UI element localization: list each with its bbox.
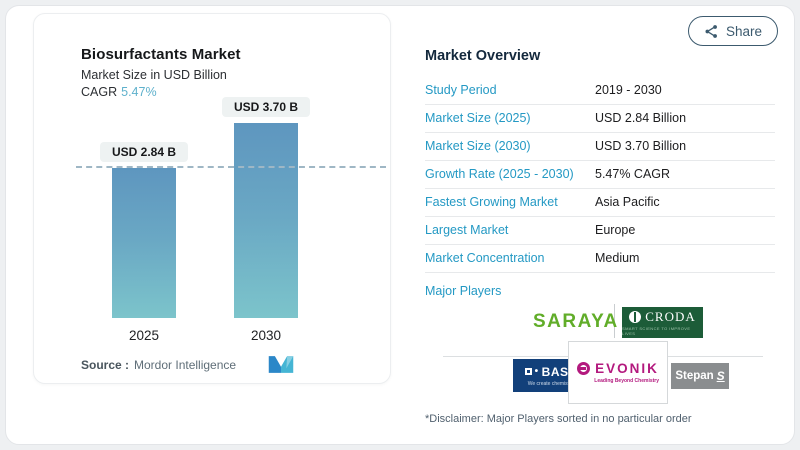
evonik-logo: EVONIK Leading Beyond Chemistry bbox=[568, 341, 668, 404]
table-row-market-concentration: Market Concentration Medium bbox=[425, 245, 775, 273]
stepan-name: Stepan bbox=[675, 370, 714, 382]
row-value: 5.47% CAGR bbox=[595, 167, 671, 181]
chart-cagr: CAGR 5.47% bbox=[81, 85, 390, 99]
croda-roundel-icon bbox=[629, 311, 642, 323]
share-button[interactable]: Share bbox=[687, 16, 778, 46]
chart-subtitle: Market Size in USD Billion bbox=[81, 68, 227, 82]
croda-logo: CRODA SMART SCIENCE TO IMPROVE LIVES bbox=[622, 307, 703, 338]
major-players-label: Major Players bbox=[425, 284, 502, 298]
logo-divider-line bbox=[614, 304, 615, 338]
croda-name: CRODA bbox=[645, 309, 696, 324]
evonik-name: EVONIK bbox=[595, 361, 659, 376]
overview-table: Study Period 2019 - 2030 Market Size (20… bbox=[425, 77, 775, 273]
market-overview-panel: Market Overview Study Period 2019 - 2030… bbox=[425, 48, 775, 406]
evonik-circle-icon bbox=[577, 362, 591, 375]
share-label: Share bbox=[725, 23, 762, 39]
row-label: Largest Market bbox=[425, 223, 509, 237]
bar-2025 bbox=[112, 168, 176, 318]
disclaimer-text: *Disclaimer: Major Players sorted in no … bbox=[425, 413, 692, 425]
basf-name: BASF bbox=[541, 364, 577, 379]
bar-value-label-2030: USD 3.70 B bbox=[221, 97, 311, 117]
cagr-value: 5.47% bbox=[121, 85, 157, 99]
overview-title: Market Overview bbox=[425, 48, 541, 64]
evonik-tagline: Leading Beyond Chemistry bbox=[594, 378, 659, 384]
source-text: Source : Mordor Intelligence bbox=[81, 358, 236, 372]
logo-connector-line bbox=[668, 356, 763, 357]
row-label: Market Size (2030) bbox=[425, 139, 531, 153]
row-label: Study Period bbox=[425, 83, 497, 97]
row-value: USD 3.70 Billion bbox=[595, 139, 687, 153]
basf-squares-icon bbox=[524, 368, 532, 375]
market-size-chart-card: Biosurfactants Market Market Size in USD… bbox=[33, 13, 391, 384]
source-row: Source : Mordor Intelligence bbox=[81, 355, 294, 374]
reference-line bbox=[76, 166, 386, 168]
mordor-intelligence-logo-icon bbox=[268, 356, 294, 373]
croda-tagline: SMART SCIENCE TO IMPROVE LIVES bbox=[622, 326, 691, 336]
table-row-study-period: Study Period 2019 - 2030 bbox=[425, 77, 775, 105]
row-value: Asia Pacific bbox=[595, 195, 660, 209]
table-row-fastest-growing-market: Fastest Growing Market Asia Pacific bbox=[425, 189, 775, 217]
stepan-logo: Stepan S bbox=[671, 363, 729, 389]
bar-value-label-2025: USD 2.84 B bbox=[99, 142, 189, 162]
saraya-logo: SARAYA bbox=[533, 311, 619, 332]
x-tick-2030: 2030 bbox=[250, 328, 282, 343]
row-value: USD 2.84 Billion bbox=[595, 111, 687, 125]
row-value: Europe bbox=[595, 223, 636, 237]
x-axis-labels: 2025 2030 bbox=[112, 328, 298, 343]
logo-connector-line bbox=[443, 356, 568, 357]
source-label: Source : bbox=[81, 357, 130, 372]
chart-title: Biosurfactants Market bbox=[81, 46, 241, 63]
table-row-largest-market: Largest Market Europe bbox=[425, 217, 775, 245]
bar-2030 bbox=[234, 123, 298, 318]
bar-group-2025: USD 2.84 B bbox=[99, 142, 189, 318]
table-row-market-size-2030: Market Size (2030) USD 3.70 Billion bbox=[425, 133, 775, 161]
source-name: Mordor Intelligence bbox=[134, 357, 237, 372]
row-value: Medium bbox=[595, 251, 640, 265]
row-label: Fastest Growing Market bbox=[425, 195, 558, 209]
table-row-market-size-2025: Market Size (2025) USD 2.84 Billion bbox=[425, 105, 775, 133]
stepan-s-mark: S bbox=[716, 369, 725, 383]
bar-group-2030: USD 3.70 B bbox=[221, 97, 311, 318]
major-players-logos: SARAYA CRODA SMART SCIENCE TO IMPROVE LI… bbox=[425, 302, 775, 406]
cagr-label: CAGR bbox=[81, 85, 118, 99]
bar-chart-plot: USD 2.84 B USD 3.70 B bbox=[76, 96, 386, 318]
row-value: 2019 - 2030 bbox=[595, 83, 662, 97]
share-icon bbox=[705, 24, 717, 38]
x-tick-2025: 2025 bbox=[128, 328, 160, 343]
row-label: Market Size (2025) bbox=[425, 111, 531, 125]
table-row-growth-rate: Growth Rate (2025 - 2030) 5.47% CAGR bbox=[425, 161, 775, 189]
basf-tagline: We create chemistry bbox=[527, 380, 574, 387]
row-label: Market Concentration bbox=[425, 251, 545, 265]
row-label: Growth Rate (2025 - 2030) bbox=[425, 167, 574, 181]
chart-header: Biosurfactants Market Market Size in USD… bbox=[34, 14, 390, 99]
